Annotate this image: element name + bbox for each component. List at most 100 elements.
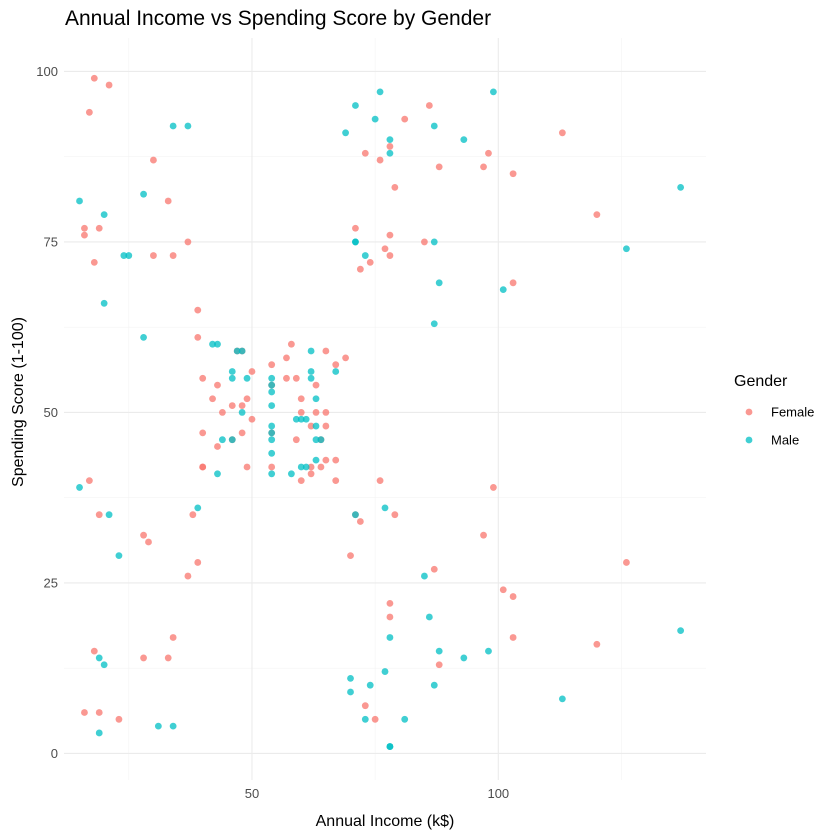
data-point-female xyxy=(386,143,394,150)
data-point-female xyxy=(105,81,113,89)
data-point-female xyxy=(292,436,300,444)
data-point-female xyxy=(209,395,216,403)
data-point-female xyxy=(421,238,428,246)
data-point-female xyxy=(164,654,172,662)
data-point-male xyxy=(209,340,216,348)
data-point-female xyxy=(593,211,601,219)
data-point-female xyxy=(90,258,98,266)
legend-key-female xyxy=(745,408,753,416)
data-point-female xyxy=(480,531,487,539)
data-point-female xyxy=(435,163,443,171)
data-point-female xyxy=(169,634,177,641)
data-point-male xyxy=(302,415,310,423)
data-point-female xyxy=(386,599,394,607)
data-point-female xyxy=(145,538,152,546)
data-point-male xyxy=(219,436,226,444)
data-point-female xyxy=(558,129,566,137)
y-tick-label: 0 xyxy=(51,746,58,761)
data-point-male xyxy=(401,715,409,723)
data-point-female xyxy=(430,565,438,573)
legend-label-male: Male xyxy=(771,433,799,448)
data-point-female xyxy=(214,381,221,389)
data-point-female xyxy=(312,409,320,416)
data-point-female xyxy=(623,559,630,566)
data-point-female xyxy=(425,102,433,109)
data-point-female xyxy=(322,456,330,464)
data-point-female xyxy=(85,108,93,116)
data-point-male xyxy=(489,88,497,96)
data-point-male xyxy=(460,136,468,144)
data-point-female xyxy=(199,429,207,437)
data-point-female xyxy=(194,333,202,341)
data-point-female xyxy=(150,156,157,164)
data-point-female xyxy=(347,552,354,560)
data-point-female xyxy=(312,381,320,389)
data-point-male xyxy=(460,654,468,662)
data-point-female xyxy=(332,361,340,369)
data-point-female xyxy=(401,115,409,123)
data-point-male xyxy=(361,715,369,723)
data-point-male xyxy=(425,613,433,621)
data-point-male xyxy=(268,388,276,396)
data-point-male xyxy=(312,422,320,430)
data-point-male xyxy=(76,484,83,491)
data-point-male xyxy=(352,102,359,109)
data-point-male xyxy=(332,368,340,375)
data-point-female xyxy=(219,409,226,416)
data-point-male xyxy=(677,627,685,635)
data-point-male xyxy=(386,136,394,144)
data-point-female xyxy=(81,231,88,239)
data-point-female xyxy=(81,709,88,716)
data-point-female xyxy=(194,559,202,566)
data-point-male xyxy=(499,286,507,294)
data-point-male xyxy=(120,252,128,259)
data-point-male xyxy=(233,347,241,355)
data-point-female xyxy=(499,586,507,594)
data-point-male xyxy=(435,647,443,655)
data-point-male xyxy=(352,511,359,519)
data-point-female xyxy=(283,374,290,382)
data-point-male xyxy=(214,340,221,348)
legend-title: Gender xyxy=(734,373,788,390)
data-points xyxy=(76,74,685,750)
data-point-male xyxy=(268,449,276,457)
data-point-male xyxy=(386,149,394,157)
data-point-male xyxy=(312,395,320,403)
data-point-male xyxy=(100,299,108,307)
data-point-male xyxy=(430,320,438,328)
data-point-female xyxy=(361,149,369,157)
data-point-female xyxy=(248,415,256,423)
data-point-female xyxy=(169,252,177,259)
data-point-male xyxy=(268,402,276,409)
data-point-female xyxy=(287,340,295,348)
data-point-male xyxy=(214,470,221,478)
data-point-male xyxy=(228,436,236,444)
data-point-male xyxy=(386,634,394,641)
data-point-male xyxy=(352,238,359,246)
data-point-male xyxy=(238,409,246,416)
data-point-female xyxy=(115,715,123,723)
data-point-male xyxy=(140,190,147,198)
data-point-male xyxy=(95,729,103,737)
data-point-female xyxy=(371,715,379,723)
data-point-female xyxy=(322,347,330,355)
data-point-male xyxy=(366,681,374,689)
data-point-male xyxy=(421,572,428,580)
data-point-female xyxy=(593,640,601,648)
data-point-female xyxy=(81,224,88,232)
data-point-female xyxy=(509,279,517,287)
data-point-male xyxy=(115,552,123,560)
data-point-female xyxy=(268,463,276,471)
data-point-male xyxy=(268,470,276,478)
data-point-male xyxy=(76,197,83,205)
data-point-male xyxy=(100,661,108,669)
y-axis-title: Spending Score (1-100) xyxy=(10,317,27,487)
data-point-female xyxy=(228,402,236,409)
data-point-male xyxy=(125,252,133,259)
data-point-male xyxy=(297,415,305,423)
data-point-female xyxy=(386,231,394,239)
data-point-female xyxy=(376,156,384,164)
data-point-female xyxy=(391,511,399,519)
data-point-female xyxy=(489,484,497,491)
data-point-female xyxy=(480,163,487,171)
